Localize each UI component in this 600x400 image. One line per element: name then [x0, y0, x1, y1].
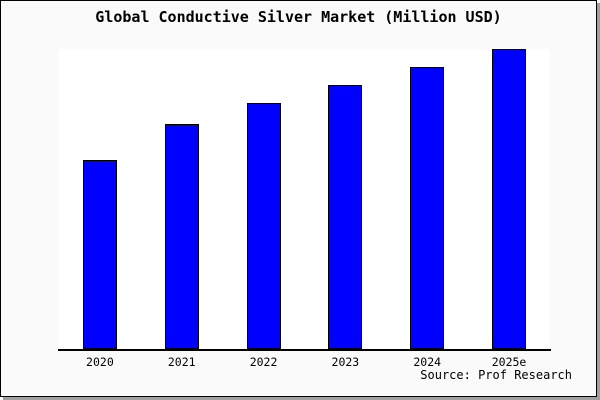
chart-title: Global Conductive Silver Market (Million…: [95, 8, 502, 26]
x-tick-label-2020: 2020: [86, 355, 114, 369]
bar-column-2023: [328, 49, 363, 349]
x-tick-label-2021: 2021: [167, 355, 196, 369]
x-tick-label-2023: 2023: [331, 355, 360, 369]
bar-2020: [82, 160, 117, 349]
bar-2024: [410, 67, 445, 349]
bar-column-2020: [82, 49, 117, 349]
source-note: Source: Prof Research: [420, 368, 572, 382]
plot-area: [59, 49, 550, 349]
x-tick-label-2024: 2024: [413, 355, 442, 369]
x-tick-label-2025e: 2025e: [491, 355, 527, 369]
bar-2023: [328, 85, 363, 349]
x-tick-label-2022: 2022: [249, 355, 278, 369]
bar-series: [59, 49, 550, 349]
x-axis-line: [58, 349, 551, 351]
bar-2025e: [492, 49, 527, 349]
x-axis-tick-labels: 2020 2021 2022 2023 2024 2025e: [59, 355, 550, 369]
bar-column-2022: [246, 49, 281, 349]
bar-2021: [164, 124, 199, 349]
bar-2022: [246, 103, 281, 349]
bar-column-2025e: [492, 49, 527, 349]
bar-column-2024: [410, 49, 445, 349]
bar-column-2021: [164, 49, 199, 349]
